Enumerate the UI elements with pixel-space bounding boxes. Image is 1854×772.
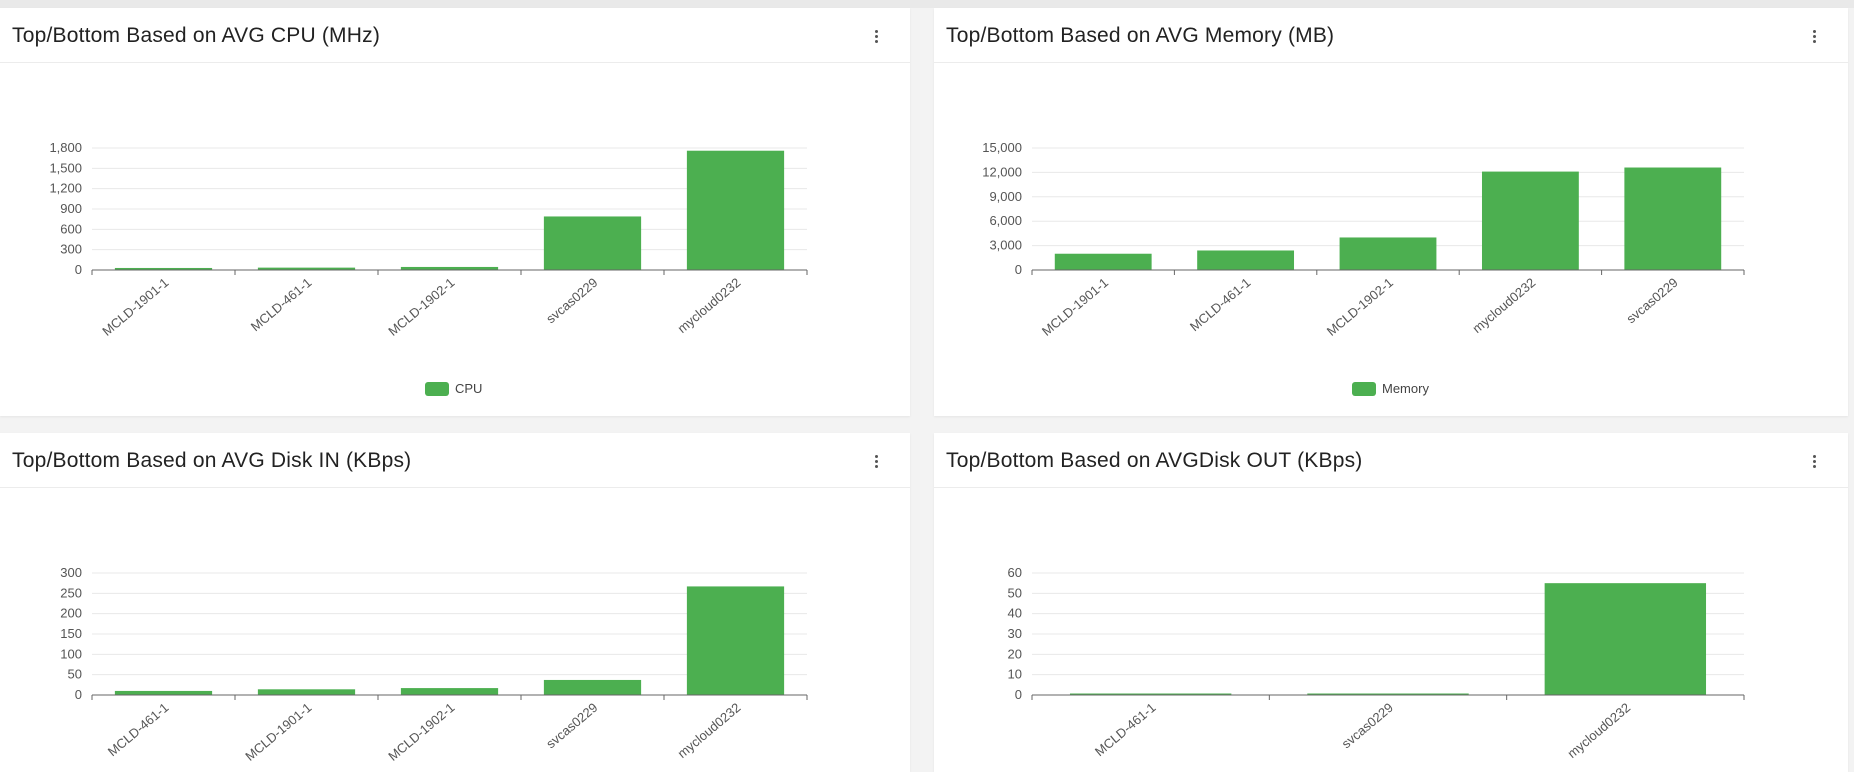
y-tick-label: 0	[75, 262, 82, 277]
bar[interactable]	[1054, 253, 1152, 270]
bar[interactable]	[1197, 250, 1295, 270]
legend-swatch	[1352, 381, 1376, 396]
y-tick-label: 600	[60, 221, 82, 236]
x-tick-label: MCLD-1901-1	[242, 700, 314, 764]
x-tick-label: mycloud0232	[1564, 700, 1633, 761]
x-tick-label: MCLD-1901-1	[99, 275, 171, 339]
disk-out-bar-chart: 0 10 20 30 40 50 60 MCLD-461-1 svcas0229 mycloud0…	[1008, 565, 1745, 761]
y-tick-label: 250	[60, 585, 82, 600]
x-tick-label: MCLD-1901-1	[1039, 275, 1111, 339]
y-tick-label: 10	[1008, 667, 1022, 682]
panel-title: Top/Bottom Based on AVG Disk IN (KBps)	[12, 449, 412, 472]
bar[interactable]	[1307, 693, 1469, 696]
cpu-chart-panel: Top/Bottom Based on AVG CPU (MHz) 0 300 60…	[0, 8, 910, 416]
y-tick-label: 15,000	[982, 140, 1022, 155]
panel-header: Top/Bottom Based on AVG Disk IN (KBps)	[0, 433, 910, 488]
y-tick-label: 9,000	[989, 189, 1022, 204]
y-tick-label: 30	[1008, 626, 1022, 641]
chart-legend[interactable]: Memory	[1352, 381, 1429, 396]
more-vertical-icon[interactable]	[866, 449, 886, 473]
panel-header: Top/Bottom Based on AVGDisk OUT (KBps)	[934, 433, 1848, 488]
bar[interactable]	[1624, 167, 1722, 270]
y-tick-label: 900	[60, 201, 82, 216]
bar[interactable]	[257, 267, 356, 270]
y-tick-label: 0	[1015, 262, 1022, 277]
bar[interactable]	[400, 266, 499, 270]
x-tick-label: MCLD-461-1	[1187, 275, 1254, 334]
panel-title: Top/Bottom Based on AVG CPU (MHz)	[12, 24, 381, 47]
legend-label: Memory	[1382, 381, 1429, 396]
y-tick-label: 20	[1008, 646, 1022, 661]
y-tick-label: 12,000	[982, 164, 1022, 179]
y-tick-label: 3,000	[989, 238, 1022, 253]
x-tick-label: MCLD-1902-1	[385, 700, 457, 764]
cpu-bar-chart: 0 300 600 900 1,200 1,500 1,800 MCLD-1901-1 MCLD…	[49, 140, 808, 339]
y-tick-label: 1,800	[49, 140, 82, 155]
y-tick-label: 1,500	[49, 160, 82, 175]
panel-header: Top/Bottom Based on AVG Memory (MB)	[934, 8, 1848, 63]
y-tick-label: 1,200	[49, 181, 82, 196]
more-vertical-icon[interactable]	[1804, 24, 1824, 48]
y-tick-label: 0	[75, 687, 82, 702]
x-tick-label: MCLD-1902-1	[385, 275, 457, 339]
bar[interactable]	[114, 690, 213, 695]
more-vertical-icon[interactable]	[866, 24, 886, 48]
disk-out-chart-panel: Top/Bottom Based on AVGDisk OUT (KBps) 0…	[934, 433, 1848, 772]
x-tick-label: mycloud0232	[675, 700, 744, 761]
y-tick-label: 100	[60, 646, 82, 661]
bar[interactable]	[400, 688, 499, 695]
y-tick-label: 50	[68, 667, 82, 682]
y-tick-label: 300	[60, 242, 82, 257]
x-tick-label: MCLD-461-1	[248, 275, 315, 334]
bar[interactable]	[1339, 237, 1437, 270]
x-tick-label: MCLD-461-1	[105, 700, 172, 759]
bar[interactable]	[1481, 171, 1579, 270]
bar[interactable]	[686, 586, 785, 695]
x-tick-label: MCLD-1902-1	[1324, 275, 1396, 339]
x-tick-label: svcas0229	[1339, 700, 1396, 751]
x-tick-label: svcas0229	[1623, 275, 1680, 326]
x-tick-label: svcas0229	[543, 275, 600, 326]
top-bar	[0, 0, 1854, 8]
bar[interactable]	[114, 267, 213, 270]
panel-title: Top/Bottom Based on AVGDisk OUT (KBps)	[946, 449, 1363, 472]
y-tick-label: 6,000	[989, 213, 1022, 228]
memory-bar-chart: 0 3,000 6,000 9,000 12,000 15,000 MCLD-1901-1 M…	[982, 140, 1745, 339]
more-vertical-icon[interactable]	[1804, 449, 1824, 473]
bar[interactable]	[1069, 693, 1232, 696]
x-tick-label: mycloud0232	[675, 275, 744, 336]
y-tick-label: 300	[60, 565, 82, 580]
panel-title: Top/Bottom Based on AVG Memory (MB)	[946, 24, 1335, 47]
bar[interactable]	[543, 679, 642, 695]
y-tick-label: 40	[1008, 606, 1022, 621]
y-tick-label: 50	[1008, 585, 1022, 600]
y-tick-label: 60	[1008, 565, 1022, 580]
disk-in-chart-panel: Top/Bottom Based on AVG Disk IN (KBps) 0…	[0, 433, 910, 772]
y-tick-label: 200	[60, 606, 82, 621]
bar[interactable]	[543, 216, 642, 270]
disk-in-bar-chart: 0 50 100 150 200 250 300 MCLD-461-1 MCLD-1901-1 M…	[60, 565, 808, 764]
legend-label: CPU	[455, 381, 483, 396]
y-tick-label: 150	[60, 626, 82, 641]
panel-header: Top/Bottom Based on AVG CPU (MHz)	[0, 8, 910, 63]
y-tick-label: 0	[1015, 687, 1022, 702]
memory-chart-panel: Top/Bottom Based on AVG Memory (MB) 0 3,0…	[934, 8, 1848, 416]
x-tick-label: mycloud0232	[1469, 275, 1538, 336]
bar[interactable]	[686, 150, 785, 270]
legend-swatch	[425, 381, 449, 396]
x-tick-label: svcas0229	[543, 700, 600, 751]
chart-legend[interactable]: CPU	[425, 381, 482, 396]
bar[interactable]	[257, 689, 356, 695]
x-tick-label: MCLD-461-1	[1092, 700, 1159, 759]
bar[interactable]	[1544, 583, 1707, 695]
